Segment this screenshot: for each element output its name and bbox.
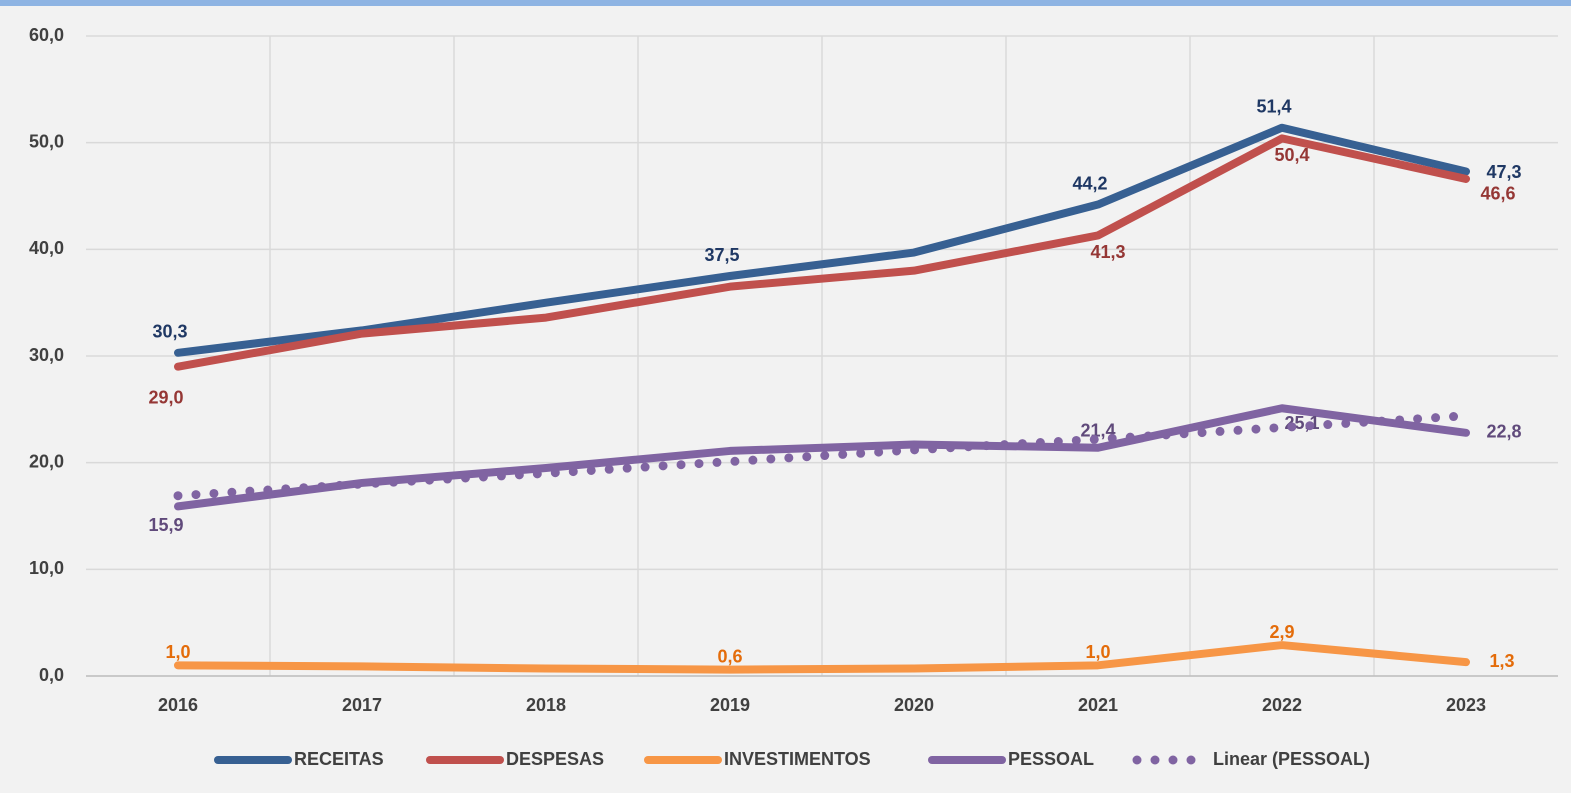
legend-label: INVESTIMENTOS bbox=[724, 749, 871, 769]
trend-line bbox=[173, 411, 1471, 501]
data-label: 47,3 bbox=[1486, 162, 1521, 182]
x-tick-label: 2019 bbox=[710, 695, 750, 715]
x-tick-label: 2018 bbox=[526, 695, 566, 715]
data-label: 29,0 bbox=[148, 387, 183, 407]
x-tick-label: 2017 bbox=[342, 695, 382, 715]
x-tick-label: 2023 bbox=[1446, 695, 1486, 715]
data-label: 30,3 bbox=[152, 322, 187, 342]
data-label: 15,9 bbox=[148, 515, 183, 535]
y-tick-label: 30,0 bbox=[29, 345, 64, 365]
data-label: 50,4 bbox=[1274, 145, 1309, 165]
y-tick-label: 10,0 bbox=[29, 558, 64, 578]
legend-label: DESPESAS bbox=[506, 749, 604, 769]
y-tick-label: 60,0 bbox=[29, 25, 64, 45]
series-line bbox=[174, 123, 1470, 357]
data-label: 41,3 bbox=[1090, 242, 1125, 262]
legend-label: PESSOAL bbox=[1008, 749, 1094, 769]
y-tick-label: 40,0 bbox=[29, 238, 64, 258]
data-label: 51,4 bbox=[1256, 96, 1291, 116]
data-label: 37,5 bbox=[704, 245, 739, 265]
data-label: 44,2 bbox=[1072, 173, 1107, 193]
data-label: 46,6 bbox=[1480, 184, 1515, 204]
y-tick-label: 20,0 bbox=[29, 451, 64, 471]
data-label: 21,4 bbox=[1080, 420, 1115, 440]
y-tick-label: 50,0 bbox=[29, 131, 64, 151]
legend-label: Linear (PESSOAL) bbox=[1213, 749, 1370, 769]
top-border bbox=[0, 0, 1571, 6]
data-label: 22,8 bbox=[1486, 422, 1521, 442]
x-tick-label: 2016 bbox=[158, 695, 198, 715]
y-tick-label: 0,0 bbox=[39, 665, 64, 685]
data-label: 1,0 bbox=[1085, 642, 1110, 662]
series-line bbox=[174, 641, 1470, 674]
series-line bbox=[174, 134, 1470, 371]
data-label: 1,0 bbox=[165, 642, 190, 662]
x-tick-label: 2020 bbox=[894, 695, 934, 715]
data-label: 0,6 bbox=[717, 646, 742, 666]
data-label: 2,9 bbox=[1269, 622, 1294, 642]
data-label: 1,3 bbox=[1489, 651, 1514, 671]
legend-label: RECEITAS bbox=[294, 749, 384, 769]
x-tick-label: 2022 bbox=[1262, 695, 1302, 715]
x-tick-label: 2021 bbox=[1078, 695, 1118, 715]
